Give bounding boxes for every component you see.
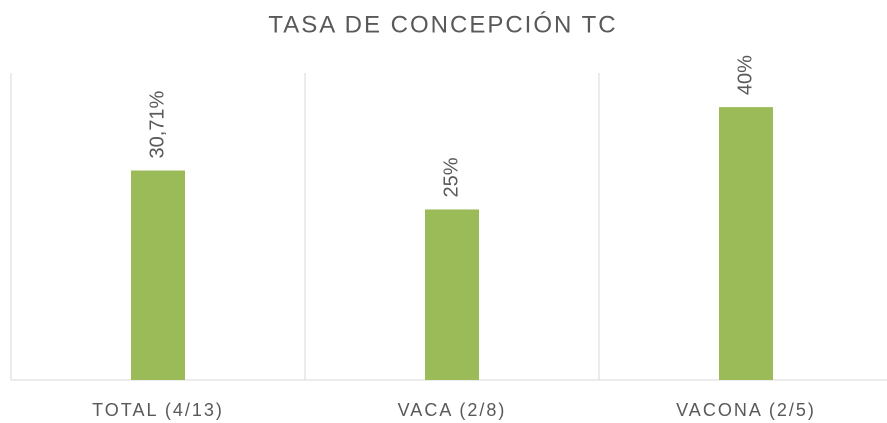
x-tick-label: TOTAL (4/13) (92, 400, 224, 420)
x-tick-label: VACA (2/8) (398, 400, 507, 420)
data-label: 40% (734, 55, 756, 95)
bar (131, 170, 185, 380)
data-label: 30,71% (146, 90, 168, 158)
data-label: 25% (440, 157, 462, 197)
x-tick-label: VACONA (2/5) (676, 400, 816, 420)
bar (425, 209, 479, 380)
chart-title: TASA DE CONCEPCIÓN TC (268, 11, 617, 38)
bar (719, 107, 773, 380)
